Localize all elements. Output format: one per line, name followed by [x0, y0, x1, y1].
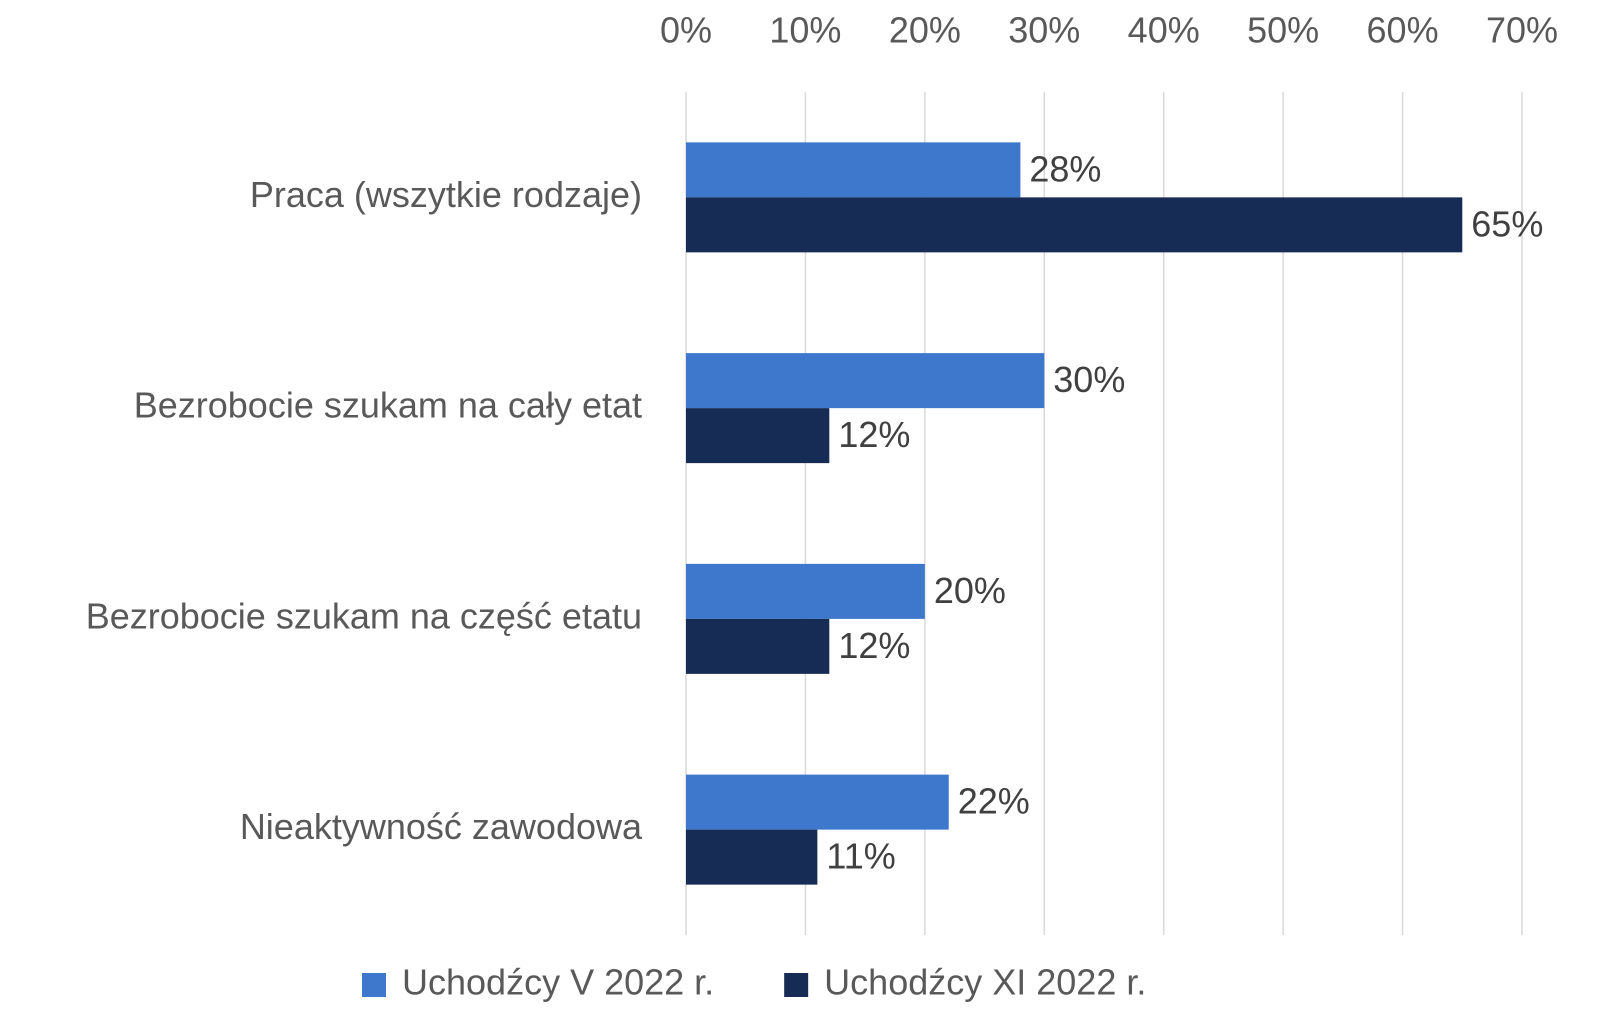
bar [686, 197, 1463, 253]
x-tick-label: 40% [1128, 10, 1200, 51]
legend-label: Uchodźcy V 2022 r. [402, 962, 714, 1003]
x-tick-label: 30% [1008, 10, 1080, 51]
bar [686, 618, 830, 674]
y-tick-label: Bezrobocie szukam na cały etat [134, 385, 642, 426]
bar [686, 408, 830, 464]
bar [686, 774, 949, 830]
bar [686, 142, 1021, 198]
legend-swatch [784, 973, 809, 997]
x-tick-label: 70% [1486, 10, 1558, 51]
bar [686, 353, 1045, 409]
data-label: 12% [838, 414, 910, 455]
x-tick-label: 50% [1247, 10, 1319, 51]
y-tick-label: Bezrobocie szukam na część etatu [86, 595, 642, 636]
legend-label: Uchodźcy XI 2022 r. [824, 962, 1146, 1003]
x-tick-label: 10% [769, 10, 841, 51]
data-label: 12% [838, 625, 910, 666]
x-tick-label: 20% [889, 10, 961, 51]
legend-swatch [362, 973, 386, 997]
x-tick-label: 0% [660, 10, 712, 51]
bar [686, 563, 925, 619]
data-label: 30% [1053, 359, 1125, 400]
y-tick-label: Nieaktywność zawodowa [240, 806, 643, 847]
data-label: 11% [826, 836, 895, 877]
data-label: 65% [1471, 203, 1543, 244]
data-label: 28% [1029, 148, 1101, 189]
bar [686, 829, 818, 885]
data-label: 20% [934, 570, 1006, 611]
data-label: 22% [958, 781, 1030, 822]
y-tick-label: Praca (wszytkie rodzaje) [250, 174, 642, 215]
x-tick-label: 60% [1367, 10, 1439, 51]
